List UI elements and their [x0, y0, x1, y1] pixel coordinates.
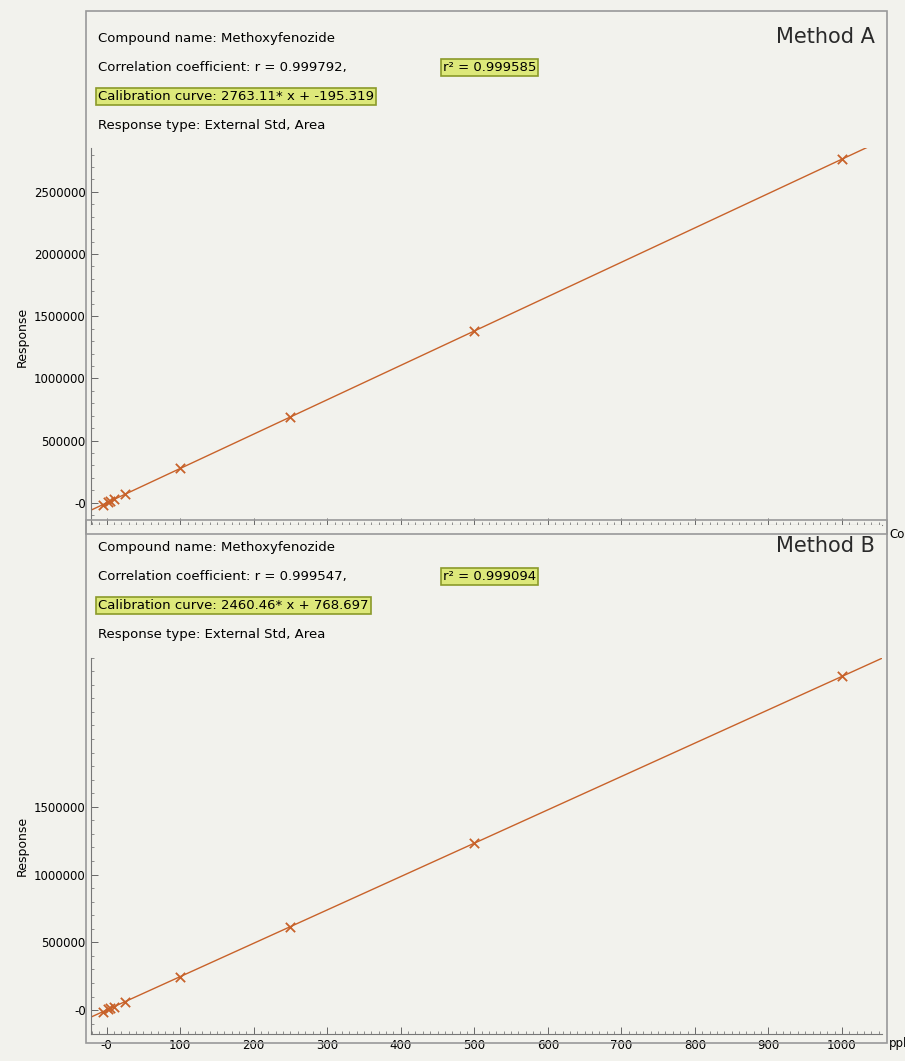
Text: Compound name: Methoxyfenozide: Compound name: Methoxyfenozide	[99, 541, 336, 554]
Text: Response type: External Std, Area: Response type: External Std, Area	[99, 119, 326, 133]
Point	[834, 668, 849, 685]
Point	[283, 918, 298, 935]
Point	[173, 460, 187, 477]
Text: Calibration curve: 2460.46* x + 768.697: Calibration curve: 2460.46* x + 768.697	[99, 599, 369, 612]
Text: Curve type: Linear, Origin: Exclude, Weighting: 1/x, Axis trans: None: Curve type: Linear, Origin: Exclude, Wei…	[99, 149, 555, 161]
Point	[834, 151, 849, 168]
Point	[100, 493, 115, 510]
Text: Compound name: Methoxyfenozide: Compound name: Methoxyfenozide	[99, 32, 336, 45]
Text: Correlation coefficient: r = 0.999792,: Correlation coefficient: r = 0.999792,	[99, 60, 351, 74]
Text: Correlation coefficient: r = 0.999547, r² = 0.999094: Correlation coefficient: r = 0.999547, r…	[99, 570, 444, 584]
Text: Curve type: Linear, Origin: Exclude, Weighting: 1/x, Axis trans: None: Curve type: Linear, Origin: Exclude, Wei…	[99, 658, 555, 671]
Text: Calibration curve: 2763.11* x + -195.319: Calibration curve: 2763.11* x + -195.319	[99, 90, 375, 103]
Text: r² = 0.999094: r² = 0.999094	[443, 570, 536, 584]
Y-axis label: Response: Response	[15, 816, 28, 876]
Point	[283, 408, 298, 425]
Point	[118, 486, 132, 503]
Point	[107, 491, 121, 508]
Text: Correlation coefficient: r = 0.999792, r² = 0.999585: Correlation coefficient: r = 0.999792, r…	[99, 60, 444, 74]
Text: Conc: Conc	[890, 528, 905, 541]
Point	[96, 497, 110, 514]
Text: r² = 0.999585: r² = 0.999585	[443, 60, 536, 74]
Point	[467, 835, 481, 852]
Text: ppb: ppb	[890, 1038, 905, 1050]
Point	[173, 968, 187, 985]
Text: Method A: Method A	[776, 27, 874, 47]
Text: Response type: External Std, Area: Response type: External Std, Area	[99, 628, 326, 642]
Point	[103, 999, 118, 1016]
Point	[118, 993, 132, 1010]
Point	[467, 323, 481, 340]
Y-axis label: Response: Response	[15, 307, 28, 367]
Point	[103, 492, 118, 509]
Point	[100, 1001, 115, 1017]
Text: Method B: Method B	[776, 536, 874, 556]
Point	[96, 1003, 110, 1020]
Point	[107, 998, 121, 1015]
Text: Correlation coefficient: r = 0.999547,: Correlation coefficient: r = 0.999547,	[99, 570, 351, 584]
